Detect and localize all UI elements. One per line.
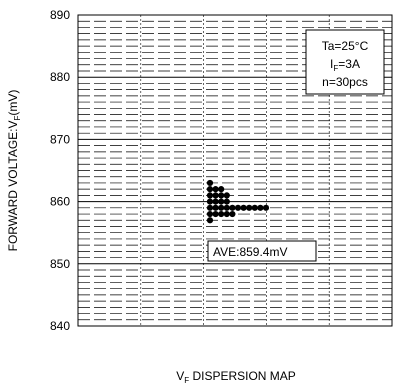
data-point: [218, 186, 225, 193]
y-tick-label: 860: [50, 195, 70, 209]
data-point: [212, 186, 219, 193]
y-axis-title-main: FORWARD VOLTAGE:V: [6, 120, 20, 251]
conditions-box: Ta=25°C IF=3A n=30pcs: [305, 29, 385, 95]
average-box: AVE:859.4mV: [207, 240, 317, 262]
data-point: [234, 204, 242, 211]
data-point: [206, 198, 214, 205]
data-point: [257, 204, 264, 211]
average-label: AVE:859.4mV: [213, 245, 287, 259]
data-point: [206, 192, 214, 199]
y-axis-title-unit: (mV): [6, 90, 20, 116]
grid: [78, 15, 392, 326]
data-point: [229, 210, 236, 218]
y-tick-labels: 840 850 860 870 880 890: [50, 8, 70, 333]
data-point: [223, 204, 230, 211]
forward-current-main: I: [330, 57, 333, 71]
data-point: [206, 217, 214, 224]
data-point: [218, 198, 225, 205]
data-point: [212, 204, 219, 211]
data-point: [206, 186, 214, 193]
x-axis-title-main: V: [176, 369, 184, 383]
x-axis-title: VF DISPERSION MAP: [176, 369, 296, 385]
plot-frame: [77, 14, 393, 327]
conditions-box-frame: [305, 29, 385, 95]
data-point: [223, 192, 230, 199]
data-point: [218, 210, 225, 218]
data-point: [206, 210, 214, 218]
average-box-frame: [207, 240, 317, 262]
forward-current-sub: F: [333, 64, 338, 73]
data-point: [229, 204, 236, 211]
x-axis-title-sub: F: [184, 376, 189, 385]
ambient-temp-label: Ta=25°C: [322, 39, 369, 53]
data-point: [212, 198, 219, 205]
y-tick-label: 880: [50, 70, 70, 84]
data-point: [206, 204, 214, 211]
data-point: [246, 204, 253, 211]
y-tick-label: 870: [50, 132, 70, 146]
data-point: [223, 198, 230, 205]
data-point: [251, 204, 258, 211]
data-point: [240, 204, 247, 211]
y-axis-title: FORWARD VOLTAGE:VF(mV): [6, 90, 22, 252]
data-point: [206, 179, 214, 187]
sample-count-label: n=30pcs: [322, 75, 368, 89]
y-axis-title-sub: F: [13, 115, 22, 120]
data-point: [262, 204, 270, 211]
y-tick-label: 840: [50, 319, 70, 333]
x-axis-title-rest: DISPERSION MAP: [189, 369, 296, 383]
data-point: [223, 210, 230, 218]
y-tick-label: 850: [50, 257, 70, 271]
y-tick-label: 890: [50, 8, 70, 22]
forward-current-rest: =3A: [338, 57, 360, 71]
data-point: [212, 192, 219, 199]
data-points: [206, 179, 270, 224]
data-point: [218, 192, 225, 199]
data-point: [218, 204, 225, 211]
forward-current-label: IF=3A: [330, 57, 360, 73]
data-point: [212, 210, 219, 218]
